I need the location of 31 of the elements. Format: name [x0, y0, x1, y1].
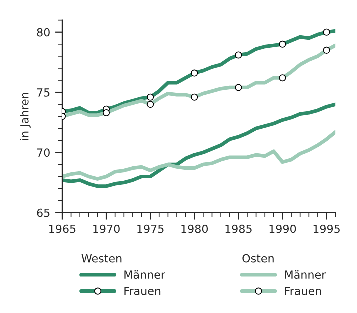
point: [147, 94, 154, 101]
y-tick-label: 75: [37, 88, 50, 97]
point: [279, 74, 286, 82]
y-axis-title: in Jahren: [20, 93, 31, 140]
x-tick-label: 1965: [50, 224, 76, 234]
point: [323, 28, 330, 36]
y-tick-label: 70: [37, 148, 50, 158]
legend-label: Männer: [285, 270, 326, 280]
point: [103, 109, 110, 117]
line-series: [62, 130, 336, 181]
y-tick-label: 65: [37, 208, 50, 218]
text: Westen: [82, 254, 122, 263]
x-tick-label: 1995: [314, 224, 340, 234]
point: [323, 46, 330, 54]
point: [235, 84, 242, 92]
point: [279, 40, 286, 48]
legend-label: Frauen: [124, 287, 161, 296]
line-series: [62, 102, 336, 188]
x-tick-label: 1970: [94, 224, 120, 234]
text: Osten: [242, 254, 274, 263]
point: [191, 70, 198, 77]
x-tick-label: 1990: [270, 224, 296, 234]
x-tick-label: 1985: [226, 224, 252, 234]
x-tick-label: 1975: [138, 224, 164, 234]
legend-label: Männer: [124, 270, 166, 280]
point: [191, 94, 198, 101]
x-tick-label: 1980: [182, 224, 208, 234]
legend-label: Frauen: [285, 287, 322, 296]
y-tick-label: 80: [37, 28, 50, 37]
point: [147, 101, 154, 108]
point: [235, 52, 242, 59]
